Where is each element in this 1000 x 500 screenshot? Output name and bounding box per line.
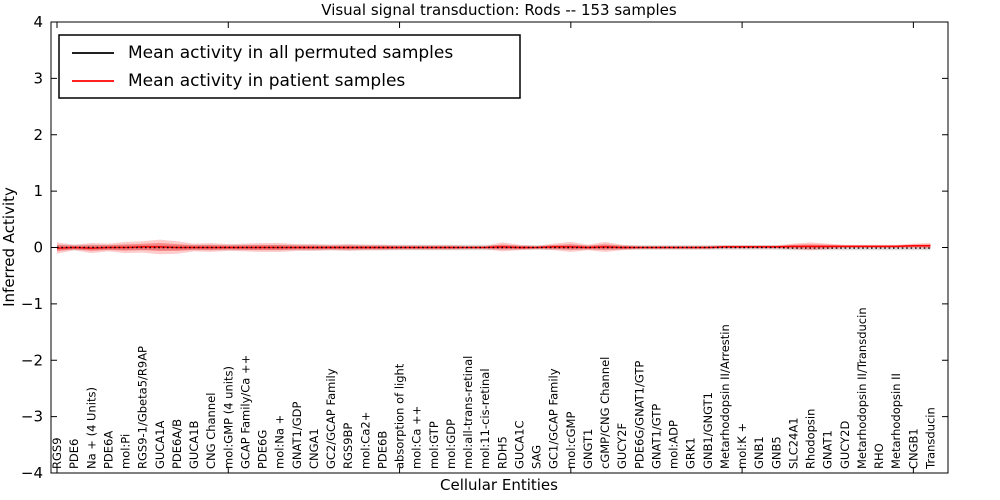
y-tick-label: −1 xyxy=(21,295,43,313)
x-tick-label: SAG xyxy=(530,445,544,469)
x-tick-label: mol:cGMP xyxy=(564,412,578,469)
chart-title: Visual signal transduction: Rods -- 153 … xyxy=(321,1,677,19)
x-tick-label: GUCA1C xyxy=(512,420,526,469)
x-tick-label: Metarhodopsin II xyxy=(889,373,903,469)
x-tick-label: mol:all-trans-retinal xyxy=(461,356,475,469)
x-tick-label: GRK1 xyxy=(684,437,698,469)
y-tick-label: −3 xyxy=(21,408,43,426)
x-tick-label: mol:Ca2+ xyxy=(358,412,372,469)
x-tick-label: PDE6 xyxy=(67,439,81,469)
x-tick-label: CNG Channel xyxy=(204,393,218,469)
x-tick-label: PDE6A xyxy=(101,431,115,469)
y-tick-label: −2 xyxy=(21,351,43,369)
x-tick-label: PDE6G xyxy=(256,430,270,469)
x-tick-label: mol:Ca ++ xyxy=(410,406,424,469)
y-tick-label: 0 xyxy=(33,239,43,257)
x-tick-label: absorption of light xyxy=(393,363,407,469)
x-tick-label: PDE6G/GNAT1/GTP xyxy=(632,361,646,469)
series-lines xyxy=(56,245,931,249)
x-tick-label: GUCY2D xyxy=(838,421,852,469)
permuted-mean-line xyxy=(57,246,931,249)
x-tick-label: mol:K + xyxy=(735,423,749,469)
x-tick-label: GNB1/GNGT1 xyxy=(701,392,715,469)
x-tick-label: GC1/GCAP Family xyxy=(547,368,561,469)
x-tick-label: CNGA1 xyxy=(307,428,321,469)
x-tick-label: mol:GDP xyxy=(444,419,458,469)
x-tick-label: GCAP Family/Ca ++ xyxy=(238,355,252,469)
x-tick-label: mol:ADP xyxy=(667,420,681,469)
legend-label-permuted: Mean activity in all permuted samples xyxy=(128,43,453,63)
y-tick-label: 3 xyxy=(33,69,43,87)
y-tick-label: 2 xyxy=(33,126,43,144)
x-tick-label: RDH5 xyxy=(495,436,509,469)
x-tick-label: GNAT1/GDP xyxy=(290,402,304,469)
legend: Mean activity in all permuted samples Me… xyxy=(58,34,521,99)
x-tick-label: RGS9 xyxy=(50,437,64,469)
x-tick-label: mol:Na + xyxy=(273,415,287,469)
y-tick-label: 1 xyxy=(33,182,43,200)
x-tick-label: GUCA1A xyxy=(153,420,167,469)
x-tick-label: GNAT1 xyxy=(821,430,835,469)
x-tick-label: PDE6B xyxy=(375,431,389,469)
x-tick-label: GNGT1 xyxy=(581,429,595,469)
x-tick-label: RHO xyxy=(872,443,886,469)
x-tick-label: Transducin xyxy=(924,407,938,470)
axis-ticks xyxy=(51,21,948,474)
x-tick-label: RGS9-1/Gbeta5/R9AP xyxy=(136,346,150,469)
x-tick-label: Na + (4 Units) xyxy=(84,387,98,469)
x-axis-label: Cellular Entities xyxy=(440,476,558,494)
x-tick-label: cGMP/CNG Channel xyxy=(598,357,612,469)
x-tick-label: CNGB1 xyxy=(906,428,920,469)
x-tick-label: RGS9BP xyxy=(341,423,355,469)
x-tick-label: GUCY2F xyxy=(615,423,629,469)
x-tick-label: Metarhodopsin II/Transducin xyxy=(855,307,869,469)
y-axis-label: Inferred Activity xyxy=(0,187,18,307)
legend-box xyxy=(58,34,521,99)
x-tick-label: GC2/GCAP Family xyxy=(324,368,338,469)
x-tick-label: Rhodopsin xyxy=(804,409,818,469)
x-tick-label: mol:Pi xyxy=(119,434,133,469)
x-tick-labels: RGS9 PDE6 Na + (4 Units) PDE6A mol:Pi RGS9-1/… xyxy=(50,307,938,470)
y-tick-label: 4 xyxy=(33,13,43,31)
x-tick-label: Metarhodopsin II/Arrestin xyxy=(718,324,732,469)
x-tick-label: GNAT1/GTP xyxy=(649,404,663,469)
y-tick-labels: 4 3 2 1 0 −1 −2 −3 −4 xyxy=(21,13,43,482)
x-tick-label: SLC24A1 xyxy=(786,417,800,469)
x-tick-label: GNB5 xyxy=(769,436,783,469)
x-tick-label: mol:11-cis-retinal xyxy=(478,368,492,469)
x-tick-label: PDE6A/B xyxy=(170,419,184,469)
x-tick-label: GUCA1B xyxy=(187,420,201,469)
y-tick-label: −4 xyxy=(21,464,43,482)
x-tick-label: GNB1 xyxy=(752,436,766,469)
x-tick-label: mol:GMP (4 units) xyxy=(221,366,235,469)
legend-label-patient: Mean activity in patient samples xyxy=(128,71,405,91)
x-tick-label: mol:GTP xyxy=(427,421,441,469)
